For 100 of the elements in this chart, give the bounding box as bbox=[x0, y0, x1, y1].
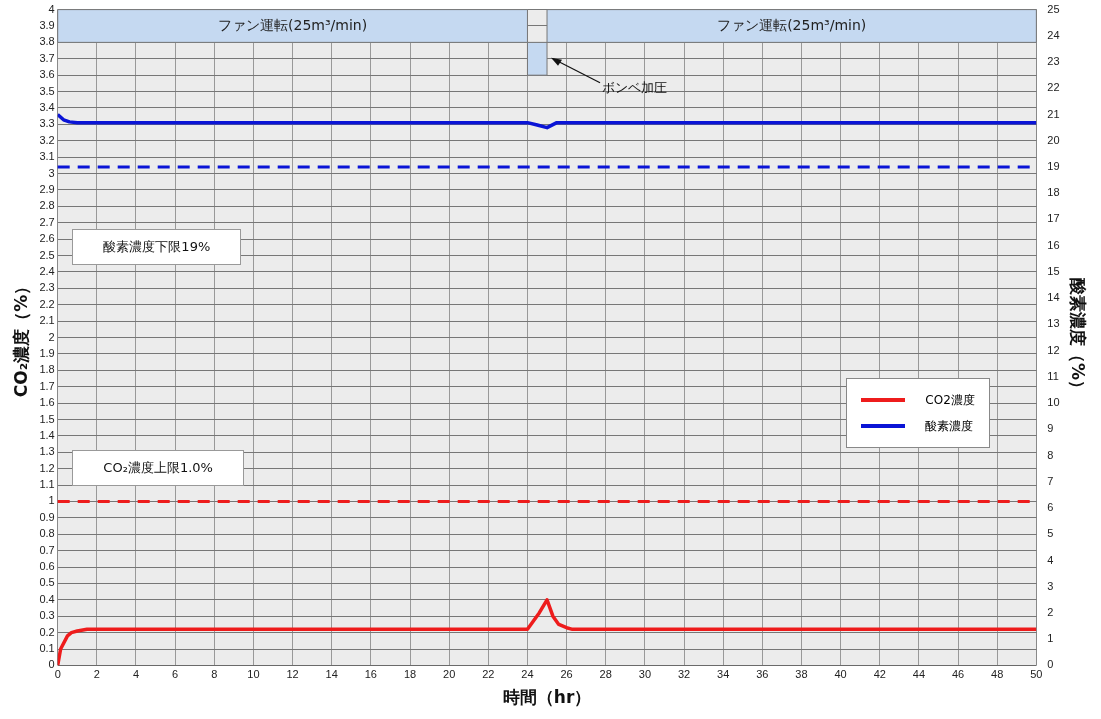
x-tick-label: 14 bbox=[325, 668, 338, 681]
note-box: 酸素濃度下限19% bbox=[72, 229, 242, 266]
y-tick-label: 1.4 bbox=[39, 428, 55, 441]
x-tick-label: 36 bbox=[756, 668, 769, 681]
y-tick-label: 2 bbox=[48, 330, 55, 343]
y2-tick-label: 25 bbox=[1047, 2, 1060, 15]
y2-tick-label: 1 bbox=[1047, 632, 1054, 645]
y2-tick-label: 7 bbox=[1047, 474, 1054, 487]
y-tick-label: 3.7 bbox=[39, 51, 55, 64]
y-tick-label: 3.4 bbox=[39, 101, 55, 113]
y-tick-label: 0 bbox=[48, 658, 55, 671]
y-tick-label: 0.9 bbox=[39, 510, 55, 523]
x-tick-label: 26 bbox=[560, 668, 573, 681]
band-label: ファン運転(25m³/min) bbox=[218, 16, 368, 33]
y-tick-label: 1.1 bbox=[39, 478, 55, 491]
x-tick-label: 2 bbox=[93, 668, 100, 681]
y-tick-label: 1 bbox=[48, 494, 55, 507]
x-tick-label: 28 bbox=[599, 668, 612, 681]
y-tick-label: 1.3 bbox=[39, 445, 55, 458]
y2-tick-label: 6 bbox=[1047, 501, 1054, 514]
x-tick-label: 46 bbox=[951, 668, 965, 681]
y2-tick-label: 17 bbox=[1047, 212, 1060, 225]
x-tick-label: 16 bbox=[364, 668, 377, 681]
y2-tick-label: 16 bbox=[1047, 238, 1060, 251]
y-tick-label: 4 bbox=[48, 2, 55, 15]
y-tick-label: 3.5 bbox=[39, 84, 55, 97]
x-tick-label: 48 bbox=[991, 668, 1004, 681]
x-tick-label: 18 bbox=[403, 668, 417, 681]
band-label: ファン運転(25m³/min) bbox=[717, 16, 867, 33]
y-tick-label: 1.8 bbox=[39, 363, 55, 376]
y2-tick-label: 4 bbox=[1047, 553, 1054, 566]
y2-tick-label: 22 bbox=[1047, 81, 1060, 94]
y2-axis-title: 酸素濃度（%） bbox=[1068, 277, 1089, 398]
x-tick-label: 20 bbox=[443, 668, 456, 681]
y2-tick-label: 15 bbox=[1047, 264, 1060, 277]
y-tick-label: 3.3 bbox=[39, 117, 55, 130]
y-tick-label: 2.6 bbox=[39, 232, 55, 245]
y-tick-label: 1.2 bbox=[39, 461, 55, 474]
y2-tick-label: 8 bbox=[1047, 448, 1054, 461]
y-tick-label: 0.3 bbox=[39, 609, 55, 622]
x-tick-label: 4 bbox=[132, 668, 140, 681]
x-tick-label: 12 bbox=[286, 668, 299, 681]
y2-tick-label: 19 bbox=[1047, 160, 1060, 173]
y2-tick-label: 2 bbox=[1047, 605, 1054, 618]
x-tick-label: 8 bbox=[211, 668, 218, 681]
note-box: CO₂濃度上限1.0% bbox=[72, 450, 244, 487]
legend-label: 酸素濃度 bbox=[925, 418, 974, 433]
y-tick-label: 2.4 bbox=[39, 264, 55, 277]
y2-tick-label: 23 bbox=[1047, 55, 1060, 68]
y-tick-label: 1.6 bbox=[39, 396, 55, 409]
x-axis-title: 時間（hr） bbox=[502, 687, 592, 708]
y2-tick-label: 14 bbox=[1047, 291, 1060, 304]
annotation: ボンベ加圧 bbox=[602, 80, 668, 96]
y-tick-label: 0.1 bbox=[39, 642, 55, 655]
legend-label: CO2濃度 bbox=[925, 392, 975, 407]
x-tick-label: 30 bbox=[638, 668, 652, 681]
y2-tick-label: 20 bbox=[1047, 133, 1060, 146]
x-tick-label: 22 bbox=[482, 668, 495, 681]
y-tick-label: 2.7 bbox=[39, 215, 55, 228]
y-tick-label: 0.4 bbox=[39, 592, 55, 605]
y2-tick-label: 3 bbox=[1047, 579, 1054, 592]
y-tick-label: 3.9 bbox=[39, 19, 55, 32]
x-tick-label: 10 bbox=[247, 668, 260, 681]
y-tick-label: 3 bbox=[48, 166, 55, 179]
y2-tick-label: 9 bbox=[1047, 422, 1054, 435]
x-tick-label: 38 bbox=[795, 668, 808, 681]
y-axis-title: CO₂濃度（%） bbox=[10, 277, 31, 398]
y-tick-label: 2.9 bbox=[39, 182, 55, 195]
y2-tick-label: 24 bbox=[1047, 28, 1060, 41]
y-tick-label: 2.3 bbox=[39, 281, 55, 294]
y-tick-label: 2.5 bbox=[39, 248, 55, 261]
y2-tick-label: 13 bbox=[1047, 317, 1060, 330]
y-tick-label: 3.8 bbox=[39, 35, 55, 48]
y2-tick-label: 18 bbox=[1047, 186, 1060, 199]
y2-tick-label: 10 bbox=[1047, 396, 1060, 409]
y2-tick-label: 21 bbox=[1047, 107, 1060, 120]
x-tick-label: 42 bbox=[873, 668, 886, 681]
y-tick-label: 2.1 bbox=[39, 314, 55, 327]
y-tick-label: 3.1 bbox=[39, 150, 55, 163]
x-tick-label: 24 bbox=[521, 668, 534, 681]
y-tick-label: 3.6 bbox=[39, 68, 55, 81]
y-tick-label: 0.2 bbox=[39, 625, 55, 638]
y2-tick-label: 12 bbox=[1047, 343, 1060, 356]
y-tick-label: 1.5 bbox=[39, 412, 55, 425]
x-tick-label: 40 bbox=[834, 668, 847, 681]
x-tick-label: 32 bbox=[677, 668, 691, 681]
y-tick-label: 0.7 bbox=[39, 543, 55, 556]
y-tick-label: 3.2 bbox=[39, 133, 55, 146]
y-tick-label: 2.8 bbox=[39, 199, 55, 212]
y-tick-label: 1.7 bbox=[39, 379, 55, 392]
y-tick-label: 2.2 bbox=[39, 297, 55, 310]
x-tick-label: 44 bbox=[912, 668, 926, 681]
y-tick-label: 0.6 bbox=[39, 560, 55, 573]
x-tick-label: 34 bbox=[717, 668, 730, 681]
y2-tick-label: 0 bbox=[1047, 658, 1054, 671]
x-tick-label: 6 bbox=[172, 668, 179, 681]
y-tick-label: 1.9 bbox=[39, 346, 55, 359]
y-tick-label: 0.8 bbox=[39, 527, 55, 540]
y2-tick-label: 11 bbox=[1047, 369, 1059, 382]
y-tick-label: 0.5 bbox=[39, 576, 55, 589]
